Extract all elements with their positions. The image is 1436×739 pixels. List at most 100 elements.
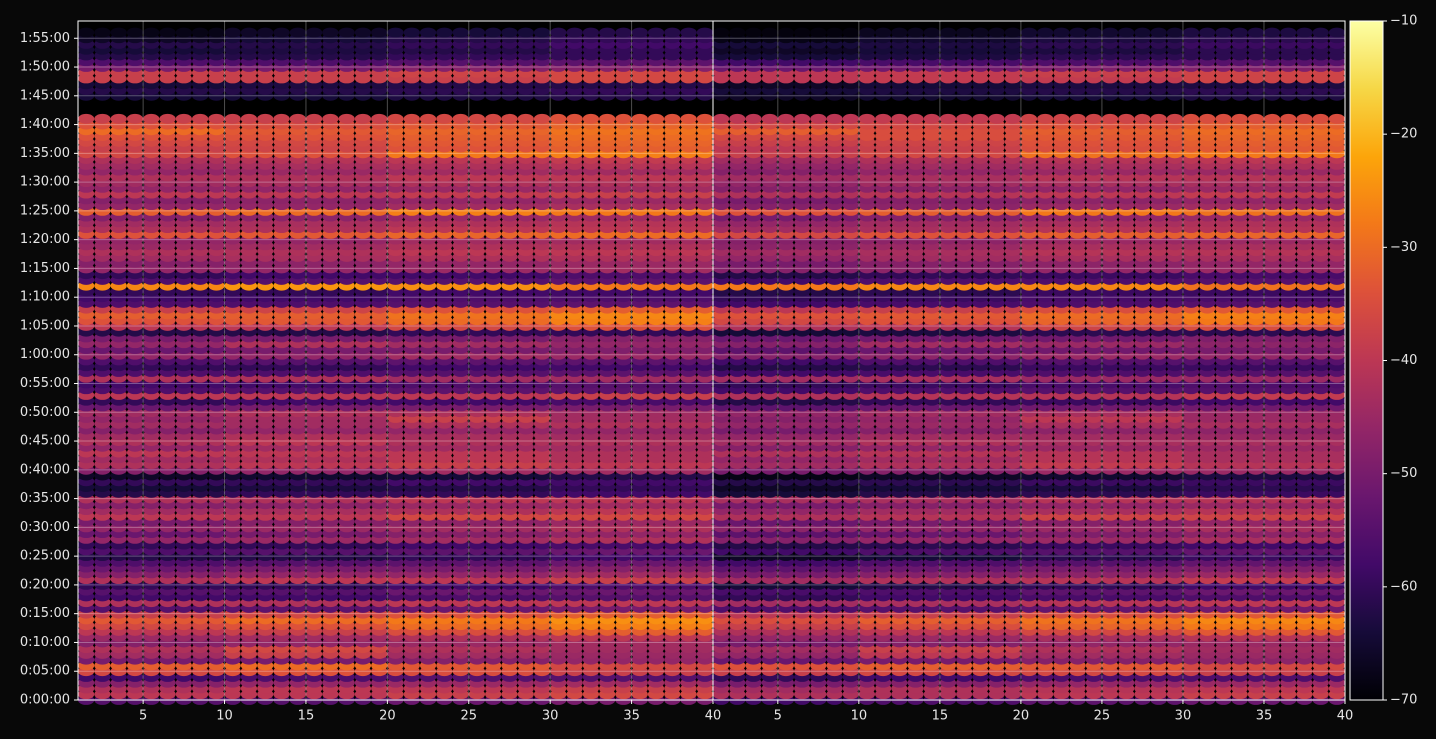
cell — [631, 113, 648, 124]
cell — [419, 113, 437, 124]
cell — [143, 27, 160, 38]
cell — [517, 27, 534, 38]
cell — [582, 27, 600, 38]
cell — [468, 27, 486, 38]
cell — [631, 27, 648, 38]
cell — [647, 113, 665, 124]
cell — [305, 113, 323, 124]
y-tick-label: 1:25:00 — [20, 203, 70, 218]
cell — [191, 113, 209, 124]
cell — [289, 27, 306, 38]
cell — [436, 27, 453, 38]
heatmap-cells — [78, 27, 713, 705]
cell — [647, 27, 665, 38]
cell — [696, 113, 713, 124]
x-tick-label: 40 — [705, 709, 722, 724]
cell — [322, 27, 339, 38]
y-tick-label: 0:40:00 — [20, 462, 70, 477]
cell — [208, 113, 225, 124]
cell — [143, 113, 160, 124]
y-tick-label: 1:15:00 — [20, 261, 70, 276]
y-tick-label: 0:05:00 — [20, 664, 70, 679]
cell — [599, 113, 616, 124]
cell — [452, 27, 469, 38]
cell — [582, 113, 600, 124]
cell — [240, 27, 258, 38]
cell — [566, 113, 583, 124]
cell — [485, 113, 502, 124]
x-tick-label: 5 — [139, 709, 147, 724]
y-tick-label: 0:10:00 — [20, 635, 70, 650]
cell — [387, 113, 404, 124]
cell — [468, 113, 486, 124]
cell — [354, 27, 372, 38]
cell — [175, 27, 192, 38]
cell — [371, 27, 388, 38]
cell — [175, 113, 192, 124]
cell — [273, 27, 290, 38]
cell — [452, 113, 469, 124]
y-tick-label: 0:25:00 — [20, 549, 70, 564]
cell — [436, 113, 453, 124]
cell — [615, 27, 632, 38]
cell — [599, 27, 616, 38]
cell — [240, 113, 258, 124]
x-tick-label: 10 — [216, 709, 233, 724]
cell — [257, 27, 274, 38]
y-tick-label: 1:30:00 — [20, 175, 70, 190]
y-tick-label: 1:55:00 — [20, 31, 70, 46]
cell — [485, 27, 502, 38]
cell — [403, 113, 420, 124]
y-tick-label: 1:10:00 — [20, 290, 70, 305]
cell — [322, 113, 339, 124]
y-tick-label: 0:55:00 — [20, 376, 70, 391]
cell — [403, 27, 420, 38]
cell — [680, 113, 697, 124]
cell — [338, 27, 355, 38]
y-tick-label: 0:30:00 — [20, 520, 70, 535]
y-tick-label: 1:45:00 — [20, 88, 70, 103]
cell — [533, 113, 551, 124]
y-tick-label: 0:45:00 — [20, 434, 70, 449]
cell — [224, 113, 241, 124]
cell — [159, 113, 176, 124]
cell — [501, 113, 518, 124]
cell — [78, 113, 95, 124]
y-tick-label: 0:50:00 — [20, 405, 70, 420]
y-tick-label: 1:40:00 — [20, 117, 70, 132]
cell — [387, 27, 404, 38]
cell — [354, 113, 372, 124]
cell — [78, 27, 95, 38]
cell — [550, 27, 567, 38]
cell — [126, 27, 144, 38]
cell — [338, 113, 355, 124]
cell — [419, 27, 437, 38]
cell — [110, 27, 127, 38]
y-tick-label: 1:00:00 — [20, 347, 70, 362]
cell — [517, 113, 534, 124]
cell — [501, 27, 518, 38]
cell — [615, 113, 632, 124]
y-tick-label: 0:00:00 — [20, 693, 70, 708]
y-tick-label: 1:05:00 — [20, 318, 70, 333]
x-tick-label: 25 — [460, 709, 477, 724]
cell — [208, 27, 225, 38]
cell — [126, 113, 144, 124]
x-tick-label: 35 — [623, 709, 640, 724]
cell — [305, 27, 323, 38]
y-tick-label: 1:35:00 — [20, 146, 70, 161]
cell — [191, 27, 209, 38]
y-tick-label: 0:20:00 — [20, 577, 70, 592]
cell — [94, 113, 111, 124]
y-tick-label: 0:35:00 — [20, 491, 70, 506]
cell — [680, 27, 697, 38]
x-tick-label: 20 — [379, 709, 396, 724]
cell — [273, 113, 290, 124]
cell — [664, 113, 681, 124]
x-tick-label: 15 — [298, 709, 315, 724]
x-tick-label: 30 — [542, 709, 559, 724]
cell — [224, 27, 241, 38]
y-tick-label: 0:15:00 — [20, 606, 70, 621]
